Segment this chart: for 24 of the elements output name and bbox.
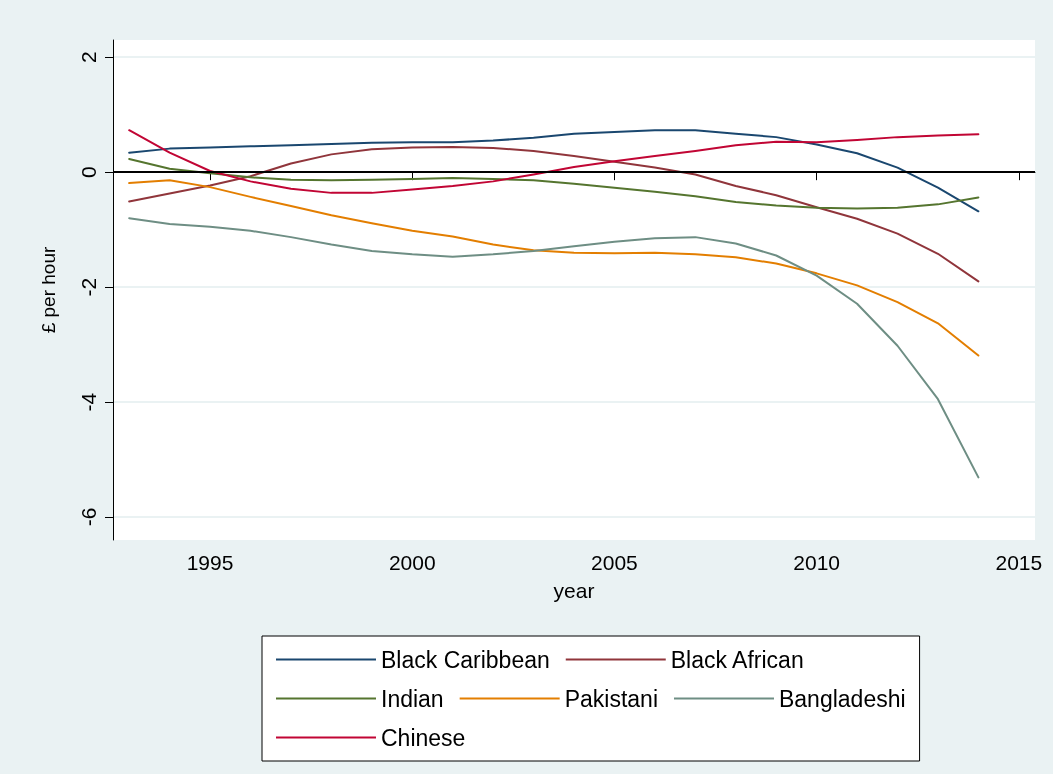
line-series bbox=[128, 129, 980, 194]
y-tick-label: -2 bbox=[77, 277, 100, 297]
x-tick-label: 2015 bbox=[995, 551, 1043, 574]
line-series bbox=[128, 157, 980, 210]
line-series bbox=[128, 179, 980, 357]
y-tick-label: 2 bbox=[77, 51, 100, 64]
x-tick-label: 2010 bbox=[793, 551, 840, 574]
legend-label: Pakistani bbox=[564, 685, 658, 712]
y-tick-label: -4 bbox=[77, 392, 100, 412]
legend-label: Bangladeshi bbox=[778, 685, 906, 712]
x-tick-label: 2000 bbox=[388, 551, 436, 574]
legend-label: Black Caribbean bbox=[381, 646, 550, 673]
y-axis-title: £ per hour bbox=[38, 246, 59, 334]
legend-label: Black African bbox=[670, 646, 804, 673]
line-series bbox=[128, 217, 980, 479]
y-tick-label: -6 bbox=[77, 507, 100, 527]
x-axis-title: year bbox=[553, 579, 595, 602]
line-series bbox=[128, 129, 980, 213]
x-tick-label: 2005 bbox=[591, 551, 638, 574]
legend-label: Chinese bbox=[381, 724, 466, 751]
line-series bbox=[128, 145, 980, 283]
x-tick-label: 1995 bbox=[186, 551, 234, 574]
legend-label: Indian bbox=[381, 685, 444, 712]
y-tick-label: 0 bbox=[77, 166, 100, 179]
